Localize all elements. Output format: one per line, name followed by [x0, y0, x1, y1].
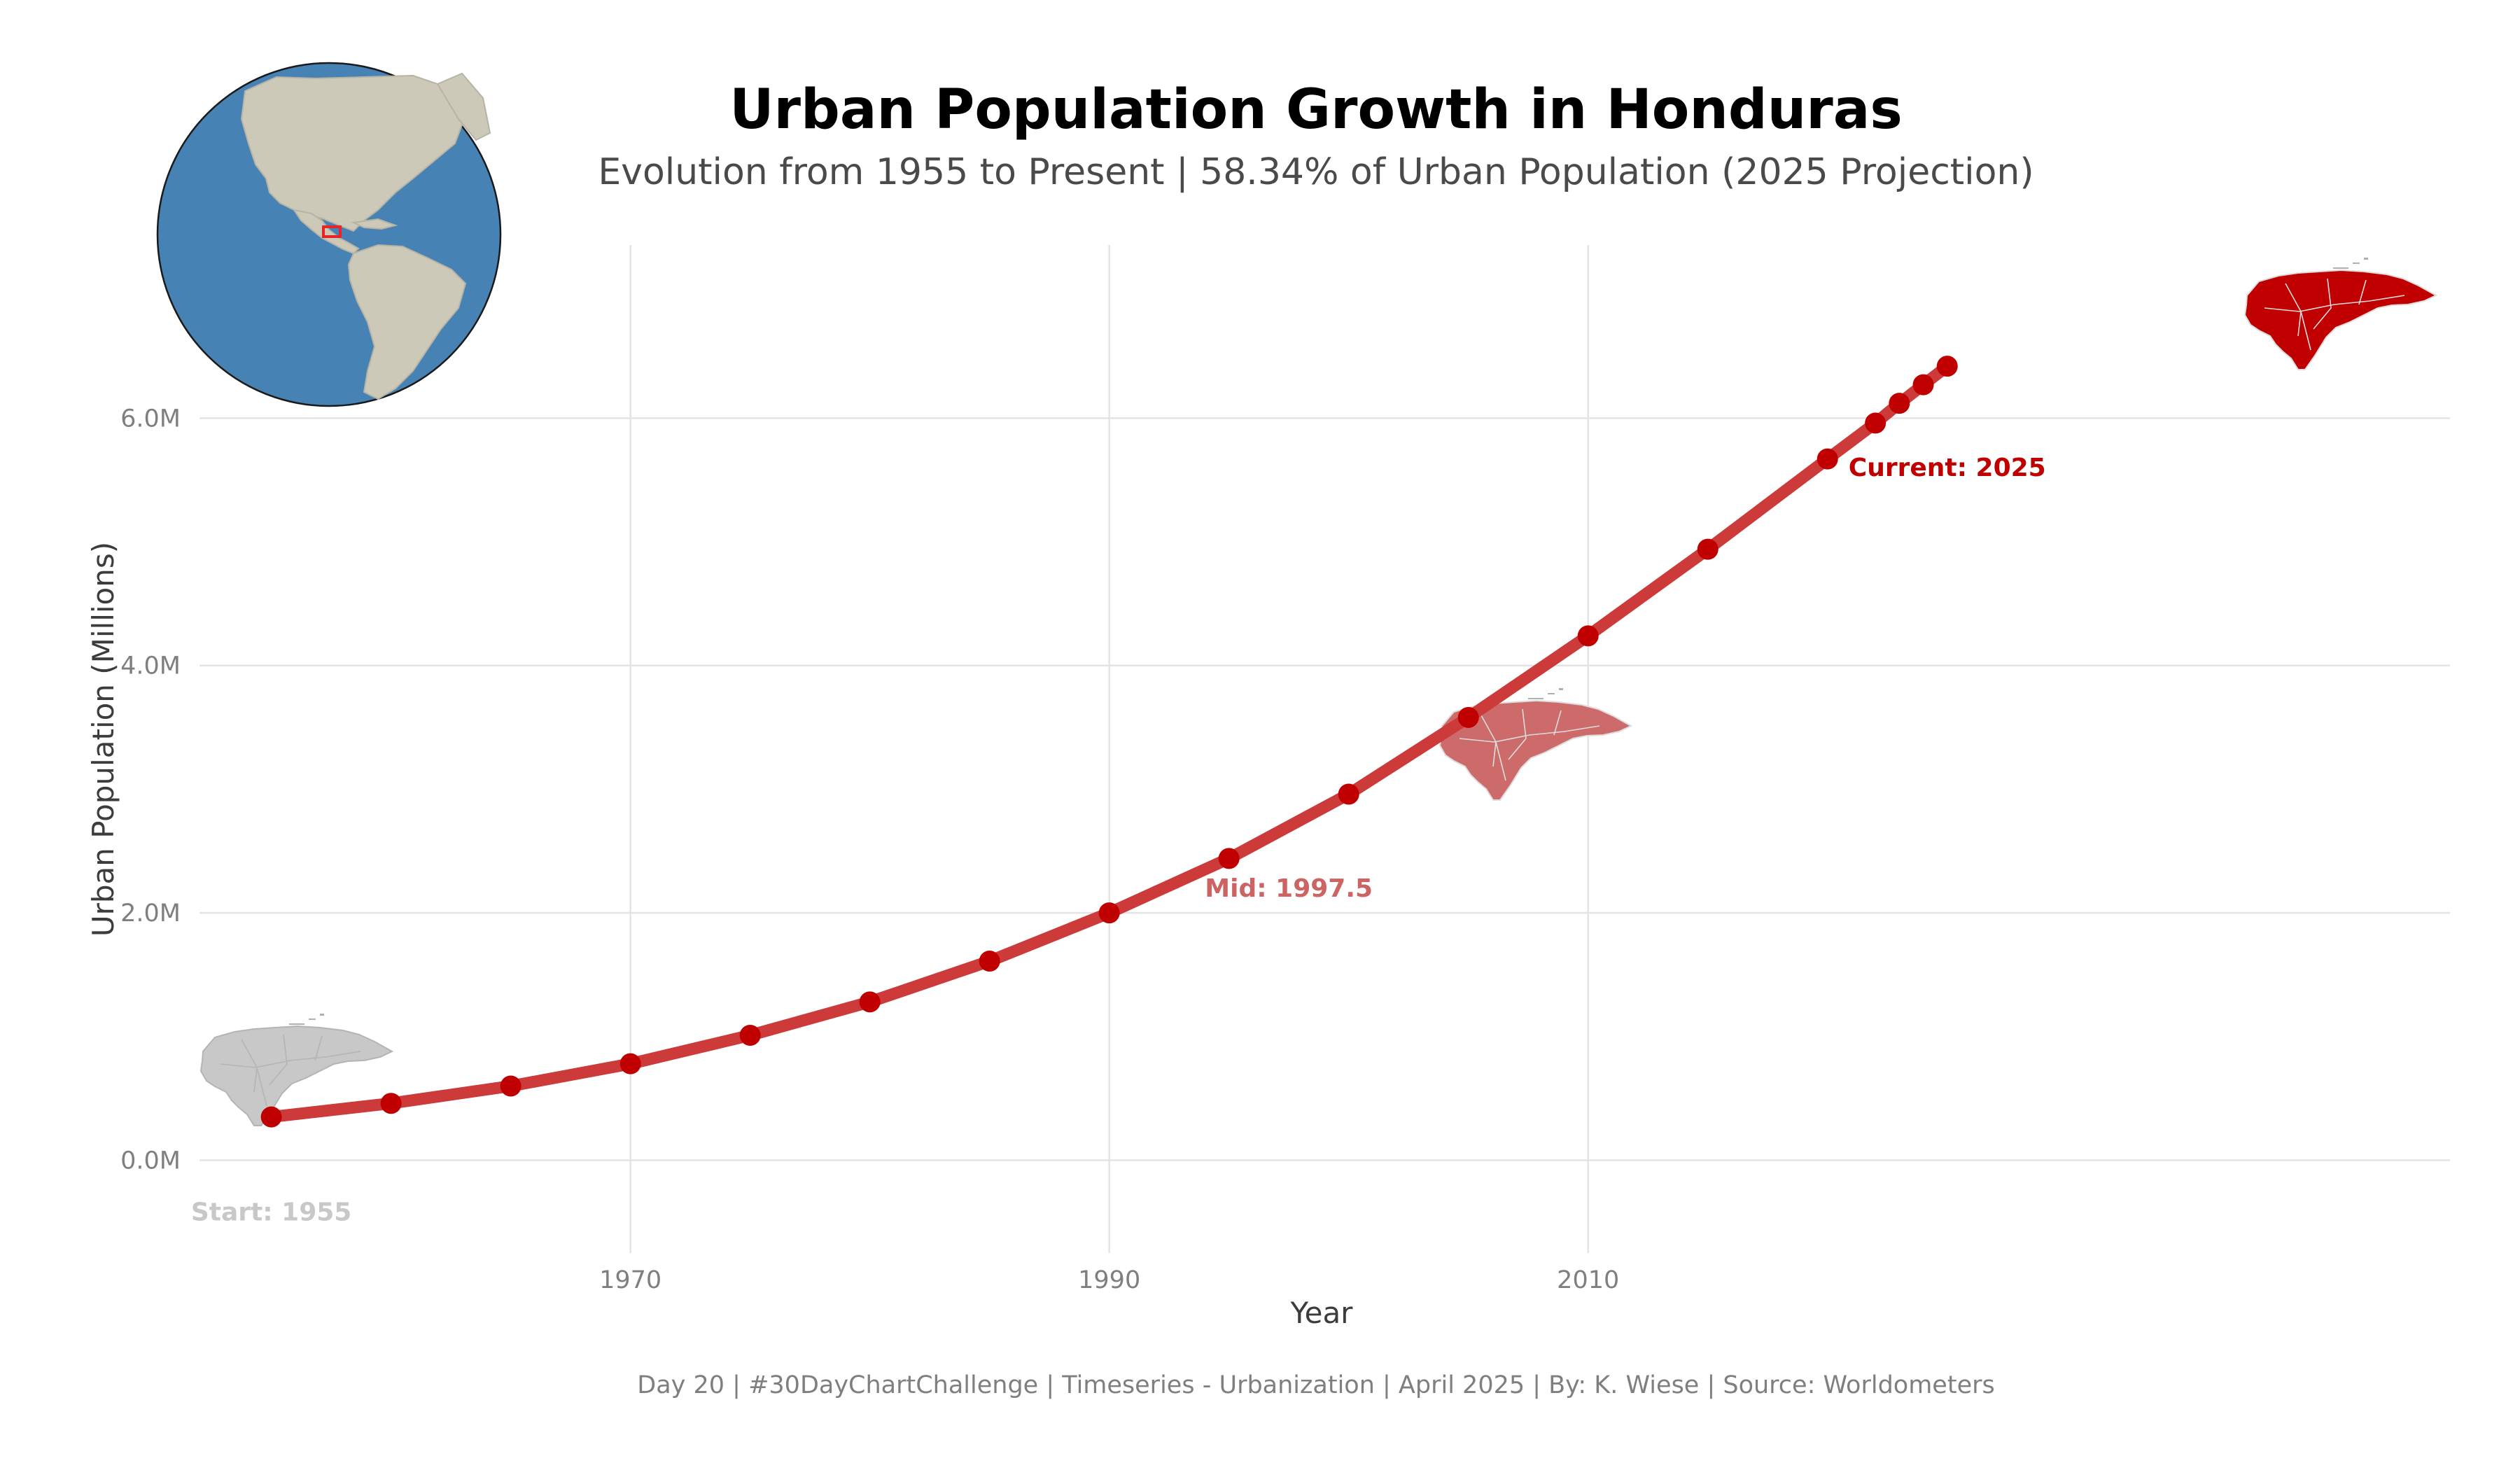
x-tick-label: 1990 [1078, 1266, 1140, 1294]
department-border [1553, 710, 1562, 736]
data-points [260, 356, 1958, 1128]
y-axis-title: Urban Population (Millions) [86, 542, 120, 937]
bay-island [1559, 688, 1563, 690]
annotation-label: Start: 1955 [191, 1198, 352, 1227]
data-point [979, 951, 1000, 972]
data-point [1098, 902, 1120, 924]
annotation-label: Current: 2025 [1849, 454, 2046, 482]
honduras-outline [2244, 269, 2438, 370]
data-point [380, 1093, 402, 1114]
data-point [620, 1053, 641, 1074]
data-point [1912, 374, 1934, 396]
bay-island [1528, 698, 1544, 699]
y-tick-label: 4.0M [120, 652, 181, 680]
data-point [1697, 538, 1718, 560]
x-tick-label: 2010 [1557, 1266, 1619, 1294]
data-point [1865, 412, 1886, 434]
tick-labels: 0.0M 2.0M 4.0M 6.0M 1970 1990 2010 [120, 405, 1619, 1294]
department-border [314, 1035, 323, 1061]
data-point [1816, 448, 1838, 470]
data-point [1218, 848, 1240, 869]
honduras-highlight-box [322, 225, 342, 238]
bay-island [320, 1014, 324, 1016]
bay-island [1548, 693, 1555, 694]
department-border [220, 1051, 361, 1068]
series-layer [260, 356, 1958, 1128]
globe-south-america [347, 244, 467, 400]
bay-island [309, 1018, 316, 1020]
y-tick-label: 6.0M [120, 405, 181, 433]
bay-island [289, 1023, 304, 1025]
data-point [739, 1025, 761, 1046]
x-axis-title: Year [1290, 1296, 1354, 1330]
department-border [2358, 279, 2367, 305]
department-border [2300, 311, 2311, 351]
honduras-current-map [2244, 258, 2438, 370]
chart-subtitle: Evolution from 1955 to Present | 58.34% … [598, 151, 2033, 193]
honduras-outline [200, 1025, 394, 1126]
globe-central-america [292, 209, 360, 255]
data-point [859, 991, 881, 1013]
honduras-mid-map [1438, 688, 1633, 801]
honduras-outline [1438, 699, 1633, 801]
data-point [500, 1075, 522, 1097]
department-border [2264, 295, 2405, 312]
gridlines [200, 245, 2450, 1253]
globe-caribbean [351, 218, 398, 230]
y-tick-label: 0.0M [120, 1147, 181, 1175]
department-border [269, 1034, 288, 1086]
data-point [260, 1106, 282, 1128]
data-point [1457, 706, 1479, 728]
bay-island [2364, 258, 2368, 260]
bay-island [2333, 267, 2348, 269]
x-tick-label: 1970 [599, 1266, 662, 1294]
globe-inset-map [156, 62, 502, 407]
globe-greenland [436, 72, 491, 141]
data-point [1889, 393, 1910, 414]
department-border [2313, 278, 2332, 330]
data-point [1577, 625, 1599, 647]
department-border [256, 1067, 267, 1107]
honduras-map-icons [200, 258, 2438, 1126]
department-border [1495, 741, 1506, 781]
department-border [1508, 708, 1527, 760]
bay-island [2353, 262, 2360, 264]
department-border [1459, 725, 1600, 743]
chart-title: Urban Population Growth in Honduras [729, 78, 1903, 141]
chart-caption: Day 20 | #30DayChartChallenge | Timeseri… [637, 1371, 1994, 1399]
annotation-label: Mid: 1997.5 [1205, 874, 1373, 903]
annotations: Start: 1955 Mid: 1997.5 Current: 2025 [191, 454, 2046, 1227]
data-point [1936, 356, 1958, 377]
y-tick-label: 2.0M [120, 899, 181, 927]
honduras-start-map [200, 1014, 394, 1126]
chart-axes: 0.0M 2.0M 4.0M 6.0M 1970 1990 2010 [120, 245, 2450, 1294]
data-point [1338, 783, 1359, 805]
